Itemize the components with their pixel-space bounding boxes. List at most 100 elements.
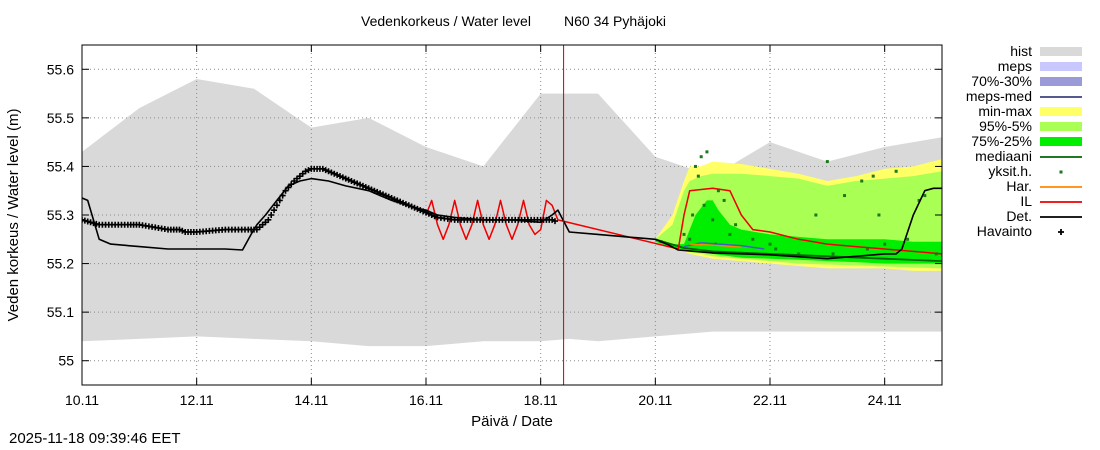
yksit-point	[923, 194, 927, 198]
legend-item-il: IL	[1020, 193, 1082, 209]
yksit-point	[691, 213, 695, 217]
observation-point	[288, 181, 295, 188]
observation-point	[282, 187, 289, 194]
series-har	[689, 243, 742, 248]
observation-point	[82, 217, 88, 224]
x-tick-label: 14.11	[294, 392, 328, 408]
legend-swatch	[1040, 47, 1082, 56]
x-tick-label: 22.11	[753, 392, 787, 408]
legend-item-havainto: Havainto	[977, 223, 1064, 239]
legend-item-mediaani: mediaani	[975, 148, 1082, 164]
legend-label: Har.	[1006, 178, 1032, 194]
legend-item-hist: hist	[1010, 43, 1082, 59]
legend-item-har: Har.	[1006, 178, 1082, 194]
legend-item-meps-med: meps-med	[966, 88, 1082, 104]
axes: 55 55.1 55.2 55.3 55.4 55.5 55.6 10.11 12.11 14.1…	[47, 44, 943, 408]
yksit-point	[702, 203, 706, 207]
legend-swatch	[1040, 107, 1082, 116]
legend-label: min-max	[978, 103, 1032, 119]
legend-label: yksit.h.	[988, 163, 1032, 179]
yksit-point	[705, 150, 709, 154]
legend-swatch	[1058, 229, 1064, 235]
x-tick-label: 24.11	[868, 392, 902, 408]
observation-point	[84, 218, 91, 225]
legend-item-p95-5: 95%-5%	[979, 118, 1082, 134]
hist-band	[82, 79, 942, 347]
x-tick-label: 16.11	[409, 392, 443, 408]
yksit-point	[751, 237, 755, 241]
x-tick-label: 10.11	[65, 392, 99, 408]
yksit-point	[722, 198, 726, 202]
y-tick-label: 55.5	[47, 110, 74, 126]
yksit-point	[797, 252, 801, 256]
yksit-point	[906, 237, 910, 241]
yksit-point	[843, 194, 847, 198]
y-axis-label: Veden korkeus / Water level (m)	[5, 109, 22, 322]
observation-point	[279, 192, 286, 199]
yksit-point	[825, 160, 829, 164]
observation-point	[276, 197, 283, 204]
series-havainto	[82, 165, 558, 235]
y-tick-label: 55	[58, 353, 74, 369]
yksit-point	[814, 213, 818, 217]
yksit-point	[688, 237, 692, 241]
observation-point	[87, 219, 94, 226]
series-il	[425, 187, 942, 255]
legend-swatch	[1040, 77, 1082, 86]
yksit-point	[696, 174, 700, 178]
legend-label: 95%-5%	[979, 118, 1032, 134]
legend-item-p75-25: 75%-25%	[971, 133, 1082, 149]
legend-swatch	[1040, 137, 1082, 146]
yksit-point	[699, 155, 703, 159]
legend-item-det: Det.	[1006, 208, 1082, 224]
legend-item-min-max: min-max	[978, 103, 1082, 119]
observation-point	[82, 216, 85, 223]
plot-area	[82, 45, 942, 385]
legend-label: 70%-30%	[971, 73, 1032, 89]
legend-label: Det.	[1006, 208, 1032, 224]
y-tick-label: 55.6	[47, 61, 74, 77]
legend-label: IL	[1020, 193, 1032, 209]
legend-label: mediaani	[975, 148, 1032, 164]
yksit-point	[716, 189, 720, 193]
legend-label: Havainto	[977, 223, 1032, 239]
y-tick-label: 55.1	[47, 304, 74, 320]
observation-point	[273, 202, 280, 209]
observation-point	[265, 216, 272, 223]
yksit-point	[734, 223, 738, 227]
yksit-point	[774, 247, 778, 251]
x-tick-label: 20.11	[638, 392, 672, 408]
legend-label: hist	[1010, 43, 1032, 59]
yksit-point	[917, 198, 921, 202]
yksit-point	[871, 174, 875, 178]
timestamp: 2025-11-18 09:39:46 EET	[9, 430, 181, 447]
observation-point	[285, 184, 292, 191]
yksit-point	[831, 252, 835, 256]
observation-point	[552, 218, 558, 225]
series-mediaani	[655, 238, 942, 262]
legend-swatch	[1059, 170, 1063, 174]
observation-point	[271, 207, 278, 214]
legend-item-yksit: yksit.h.	[988, 163, 1063, 179]
yksit-point	[877, 213, 881, 217]
observation-point	[90, 220, 97, 227]
yksit-point	[728, 232, 732, 236]
legend-label: meps-med	[966, 88, 1032, 104]
x-tick-label: 12.11	[180, 392, 214, 408]
chart-title: Vedenkorkeus / Water level	[361, 13, 531, 29]
yksit-point	[682, 232, 686, 236]
legend: histmeps70%-30%meps-medmin-max95%-5%75%-…	[966, 43, 1082, 239]
y-tick-label: 55.4	[47, 158, 74, 174]
legend-label: meps	[998, 58, 1032, 74]
yksit-point	[883, 242, 887, 246]
yksit-point	[860, 179, 864, 183]
observation-point	[93, 220, 100, 227]
x-axis-label: Päivä / Date	[471, 413, 553, 430]
legend-swatch	[1040, 122, 1082, 131]
y-tick-label: 55.3	[47, 207, 74, 223]
yksit-point	[711, 218, 715, 222]
legend-label: 75%-25%	[971, 133, 1032, 149]
legend-swatch	[1040, 62, 1082, 71]
observation-point	[268, 212, 275, 218]
